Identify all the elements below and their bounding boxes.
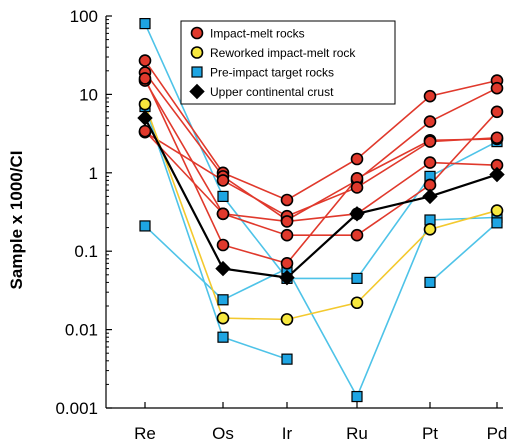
- data-point: [137, 110, 153, 126]
- data-point: [216, 207, 230, 221]
- series-line: [144, 78, 498, 265]
- y-tick-label: 100: [70, 7, 98, 26]
- y-tick-label: 10: [79, 85, 98, 104]
- legend-label: Pre-impact target rocks: [210, 66, 334, 80]
- data-point: [216, 238, 230, 252]
- series-line: [429, 222, 498, 283]
- series-line: [144, 131, 498, 218]
- data-point: [280, 313, 294, 326]
- x-tick-label: Os: [212, 424, 234, 443]
- data-point: [217, 294, 229, 306]
- data-point: [350, 296, 364, 310]
- x-tick-label: Ru: [346, 424, 368, 443]
- x-tick-label: Re: [134, 424, 156, 443]
- data-point: [279, 269, 295, 286]
- data-point: [350, 152, 364, 166]
- data-point: [423, 115, 437, 128]
- y-tick-label: 0.01: [65, 321, 98, 340]
- data-point: [280, 215, 294, 228]
- data-point: [423, 223, 437, 236]
- x-tick-label: Pt: [422, 424, 438, 443]
- series-line: [144, 72, 498, 221]
- legend-label: Reworked impact-melt rock: [210, 46, 356, 60]
- data-point: [138, 124, 152, 138]
- legend-marker: [191, 66, 203, 78]
- x-tick-label: Ir: [282, 424, 293, 443]
- series-line: [144, 117, 498, 279]
- series-markers: [137, 17, 505, 403]
- data-point: [490, 81, 504, 95]
- series-line: [144, 23, 498, 280]
- data-point: [280, 193, 294, 207]
- series-line: [144, 130, 498, 223]
- legend-label: Impact-melt rocks: [210, 27, 305, 41]
- legend-box: [180, 20, 396, 105]
- data-point: [215, 260, 231, 277]
- data-point: [351, 390, 363, 403]
- data-point: [423, 156, 437, 169]
- data-point: [423, 135, 437, 148]
- data-point: [139, 17, 151, 30]
- legend: Impact-melt rocks Reworked impact-melt ro…: [180, 20, 396, 105]
- y-tick-label: 0.001: [55, 399, 98, 418]
- data-point: [350, 181, 364, 194]
- data-point: [139, 220, 151, 232]
- data-point: [422, 188, 438, 205]
- y-tick-label: 0.1: [74, 242, 98, 261]
- series-line: [144, 103, 498, 321]
- x-tick-label: Pd: [487, 424, 508, 443]
- data-point: [490, 131, 504, 145]
- series-line: [144, 216, 498, 399]
- data-point: [351, 272, 363, 284]
- data-point: [490, 204, 504, 217]
- data-point: [349, 206, 365, 222]
- data-point: [216, 311, 230, 325]
- series-lines: [144, 23, 498, 399]
- legend-marker: [189, 83, 205, 100]
- data-point: [138, 54, 152, 67]
- axes: 100 10 1 0.1 0.01 0.001 Re Os Ir Ru Pt Pd: [55, 7, 507, 443]
- data-point: [489, 166, 505, 183]
- data-point: [281, 353, 293, 365]
- series-line: [144, 80, 498, 236]
- data-point: [217, 331, 229, 343]
- data-point: [490, 105, 504, 119]
- legend-label: Upper continental crust: [210, 85, 334, 99]
- legend-marker: [190, 46, 204, 59]
- data-point: [217, 190, 229, 203]
- series-line: [144, 60, 498, 201]
- data-point: [138, 72, 152, 85]
- data-point: [423, 89, 437, 103]
- data-point: [216, 174, 230, 187]
- data-point: [280, 228, 294, 242]
- data-point: [138, 97, 152, 111]
- data-point: [491, 217, 503, 229]
- data-point: [350, 228, 364, 242]
- data-point: [280, 257, 294, 270]
- data-point: [424, 276, 436, 288]
- y-tick-label: 1: [89, 164, 98, 183]
- legend-marker: [190, 26, 204, 40]
- y-axis-title: Sample x 1000/CI: [7, 151, 26, 290]
